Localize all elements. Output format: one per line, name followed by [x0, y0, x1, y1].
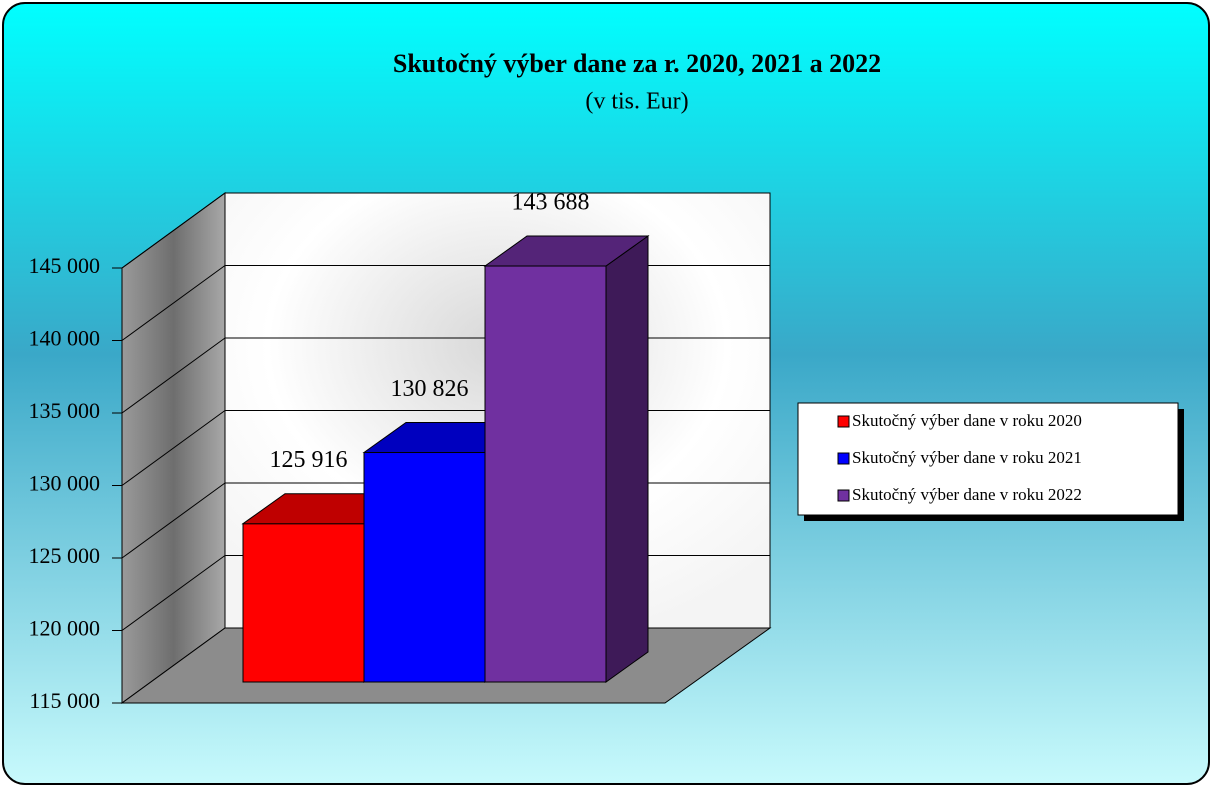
value-label: 125 916	[270, 447, 348, 473]
chart-title: Skutočný výber dane za r. 2020, 2021 a 2…	[393, 49, 881, 78]
value-label: 130 826	[391, 376, 469, 402]
value-label: 143 688	[512, 190, 590, 216]
y-tick-label: 145 000	[29, 253, 101, 278]
y-tick-label: 140 000	[29, 326, 101, 351]
y-tick-label: 135 000	[29, 398, 101, 423]
legend-swatch	[837, 489, 850, 502]
y-tick-label: 120 000	[29, 616, 101, 641]
grid-line	[121, 555, 226, 631]
grid-line	[121, 192, 226, 269]
grid-line	[121, 337, 226, 414]
legend-swatch	[837, 415, 850, 428]
bar-side	[605, 235, 649, 683]
legend	[797, 402, 1179, 516]
legend-swatch	[837, 452, 850, 465]
legend-label: Skutočný výber dane v roku 2022	[852, 485, 1082, 504]
bar	[484, 265, 607, 683]
chart-subtitle: (v tis. Eur)	[585, 89, 688, 115]
grid-line	[121, 410, 226, 486]
grid-line	[121, 482, 226, 559]
legend-label: Skutočný výber dane v roku 2020	[852, 411, 1082, 430]
y-tick-label: 125 000	[29, 543, 101, 568]
y-tick-label: 130 000	[29, 471, 101, 496]
legend-label: Skutočný výber dane v roku 2021	[852, 448, 1082, 467]
bar	[242, 523, 365, 683]
bar	[363, 452, 486, 683]
grid-line	[121, 265, 226, 341]
bar-top	[483, 235, 650, 267]
y-tick-label: 115 000	[29, 688, 100, 713]
